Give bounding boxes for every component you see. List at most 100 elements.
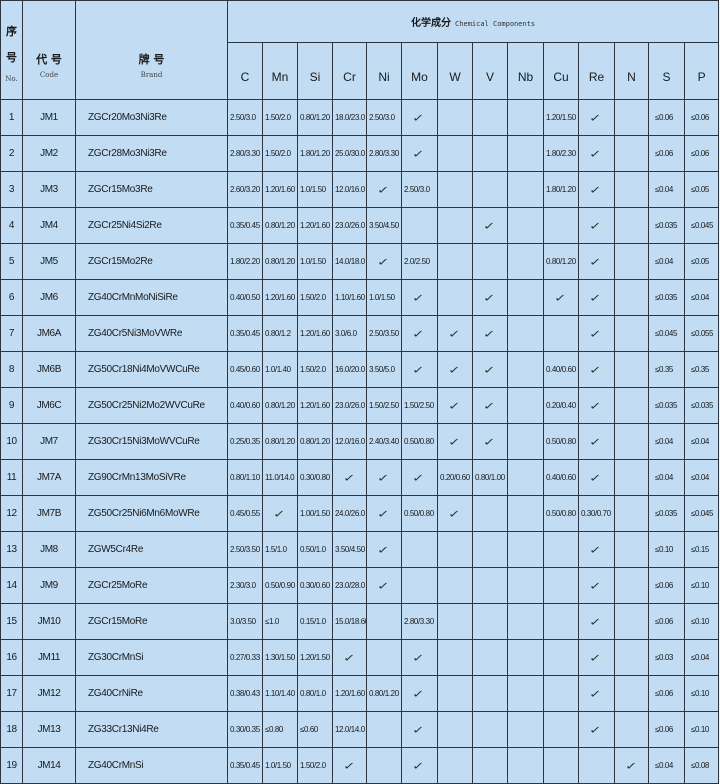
- cell-no: 8: [0, 351, 23, 388]
- check-mark-icon: ✓: [377, 579, 390, 592]
- cell-w: [437, 531, 473, 568]
- cell-cr: 3.50/4.50: [332, 531, 367, 568]
- cell-re: ✓: [578, 675, 615, 712]
- cell-brand: ZGCr15MoRe: [75, 603, 228, 640]
- cell-ni: ✓: [366, 495, 402, 532]
- cell-cu: 0.40/0.60: [543, 459, 579, 496]
- cell-mo: ✓: [401, 351, 438, 388]
- cell-no: 12: [0, 495, 23, 532]
- cell-ni: [366, 603, 402, 640]
- header-brand-cn: 牌 号: [138, 53, 165, 66]
- table-row: 15 JM10 ZGCr15MoRe 3.0/3.50 ≤1.0 0.15/1.0 15.0…: [0, 603, 720, 640]
- table-row: 11 JM7A ZG90CrMn13MoSiVRe 0.80/1.10 11.0/14.…: [0, 459, 720, 496]
- cell-nb: [507, 243, 544, 280]
- cell-c: 0.35/0.45: [227, 315, 263, 352]
- cell-re: ✓: [578, 351, 615, 388]
- cell-p: ≤0.10: [683, 711, 720, 748]
- cell-si: 0.30/0.80: [297, 459, 333, 496]
- cell-p: ≤0.10: [683, 603, 720, 640]
- cell-mn: ✓: [262, 495, 298, 532]
- table-row: 4 JM4 ZGCr25Ni4Si2Re 0.35/0.45 0.80/1.20 1.20…: [0, 207, 720, 244]
- cell-cr: 23.0/28.0: [332, 567, 367, 604]
- cell-w: [437, 711, 473, 748]
- cell-re: ✓: [578, 207, 615, 244]
- cell-no: 2: [0, 135, 23, 172]
- cell-n: ✓: [614, 747, 649, 784]
- cell-mo: ✓: [401, 675, 438, 712]
- cell-cr: 14.0/18.0: [332, 243, 367, 280]
- cell-c: 2.60/3.20: [227, 171, 263, 208]
- cell-re: ✓: [578, 531, 615, 568]
- header-element-s: S: [648, 42, 685, 100]
- cell-cu: 0.80/1.20: [543, 243, 579, 280]
- cell-no: 15: [0, 603, 23, 640]
- cell-p: ≤0.04: [683, 423, 720, 460]
- cell-w: [437, 747, 473, 784]
- cell-brand: ZG40CrNiRe: [75, 675, 228, 712]
- cell-n: [614, 315, 649, 352]
- cell-no: 7: [0, 315, 23, 352]
- cell-si: 1.00/1.50: [297, 495, 333, 532]
- cell-ni: [366, 711, 402, 748]
- cell-c: 2.50/3.0: [227, 99, 263, 136]
- cell-nb: [507, 351, 544, 388]
- cell-cu: 1.20/1.50: [543, 99, 579, 136]
- cell-brand: ZGCr20Mo3Ni3Re: [75, 99, 228, 136]
- cell-mn: 0.80/1.2: [262, 315, 298, 352]
- cell-ni: 1.50/2.50: [366, 387, 402, 424]
- cell-nb: [507, 459, 544, 496]
- cell-mo: ✓: [401, 135, 438, 172]
- cell-si: 1.50/2.0: [297, 351, 333, 388]
- check-mark-icon: ✓: [589, 435, 602, 448]
- cell-c: 0.40/0.60: [227, 387, 263, 424]
- cell-p: ≤0.06: [683, 135, 720, 172]
- cell-code: JM6: [22, 279, 76, 316]
- cell-v: ✓: [472, 279, 508, 316]
- cell-cr: ✓: [332, 639, 367, 676]
- cell-mo: [401, 531, 438, 568]
- cell-mn: 0.80/1.20: [262, 243, 298, 280]
- check-mark-icon: ✓: [589, 687, 602, 700]
- check-mark-icon: ✓: [589, 183, 602, 196]
- cell-nb: [507, 99, 544, 136]
- header-element-nb: Nb: [507, 42, 544, 100]
- cell-cu: [543, 207, 579, 244]
- cell-mn: 0.80/1.20: [262, 423, 298, 460]
- cell-s: ≤0.04: [648, 423, 685, 460]
- table-row: 18 JM13 ZG33Cr13Ni4Re 0.30/0.35 ≤0.80 ≤0.60 12…: [0, 711, 720, 748]
- cell-cr: 16.0/20.0: [332, 351, 367, 388]
- cell-mo: ✓: [401, 279, 438, 316]
- cell-cu: [543, 747, 579, 784]
- cell-si: 1.20/1.60: [297, 315, 333, 352]
- table-row: 13 JM8 ZGW5Cr4Re 2.50/3.50 1.5/1.0 0.50/1.0 3.…: [0, 531, 720, 568]
- table-row: 2 JM2 ZGCr28Mo3Ni3Re 2.80/3.30 1.50/2.0 1.80/…: [0, 135, 720, 172]
- check-mark-icon: ✓: [412, 147, 425, 160]
- cell-mo: 2.0/2.50: [401, 243, 438, 280]
- cell-ni: ✓: [366, 243, 402, 280]
- check-mark-icon: ✓: [412, 723, 425, 736]
- cell-c: 0.35/0.45: [227, 207, 263, 244]
- cell-no: 6: [0, 279, 23, 316]
- cell-no: 1: [0, 99, 23, 136]
- cell-si: 0.80/1.20: [297, 423, 333, 460]
- check-mark-icon: ✓: [377, 471, 390, 484]
- cell-cr: 3.0/6.0: [332, 315, 367, 352]
- cell-cu: 1.80/1.20: [543, 171, 579, 208]
- cell-w: ✓: [437, 351, 473, 388]
- cell-si: 0.80/1.0: [297, 675, 333, 712]
- cell-p: ≤0.10: [683, 567, 720, 604]
- cell-p: ≤0.06: [683, 99, 720, 136]
- cell-w: 0.20/0.60: [437, 459, 473, 496]
- cell-re: ✓: [578, 423, 615, 460]
- cell-s: ≤0.035: [648, 279, 685, 316]
- check-mark-icon: ✓: [483, 435, 496, 448]
- cell-cr: 23.0/26.0: [332, 387, 367, 424]
- cell-c: 0.30/0.35: [227, 711, 263, 748]
- check-mark-icon: ✓: [589, 327, 602, 340]
- cell-re: ✓: [578, 171, 615, 208]
- cell-code: JM4: [22, 207, 76, 244]
- cell-p: ≤0.05: [683, 243, 720, 280]
- header-element-si: Si: [297, 42, 333, 100]
- cell-mo: [401, 567, 438, 604]
